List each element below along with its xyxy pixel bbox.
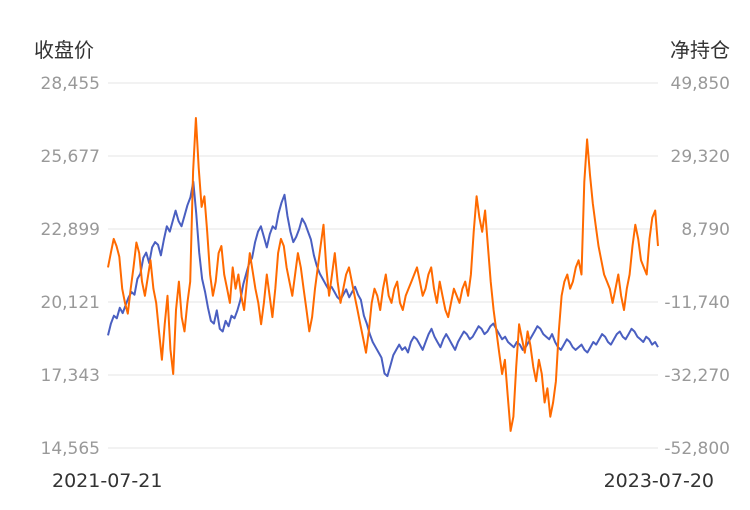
right-tick-label: -32,270 bbox=[664, 366, 730, 386]
close-price-line bbox=[107, 180, 659, 378]
right-tick-label: 8,790 bbox=[681, 220, 730, 240]
right-tick-label: 29,320 bbox=[671, 147, 730, 167]
right-axis-title: 净持仓 bbox=[670, 38, 730, 62]
left-axis-title: 收盘价 bbox=[34, 38, 94, 62]
net-position-line bbox=[107, 117, 659, 432]
left-tick-label: 17,343 bbox=[41, 366, 100, 386]
left-tick-label: 28,455 bbox=[41, 74, 100, 94]
right-tick-label: 49,850 bbox=[671, 74, 730, 94]
left-tick-label: 22,899 bbox=[41, 220, 100, 240]
left-tick-label: 14,565 bbox=[41, 439, 100, 459]
x-axis-start-label: 2021-07-21 bbox=[52, 470, 163, 492]
x-axis-end-label: 2023-07-20 bbox=[603, 470, 714, 492]
right-tick-label: -52,800 bbox=[664, 439, 730, 459]
left-tick-label: 25,677 bbox=[41, 147, 100, 167]
left-tick-label: 20,121 bbox=[41, 293, 100, 313]
right-tick-label: -11,740 bbox=[664, 293, 730, 313]
